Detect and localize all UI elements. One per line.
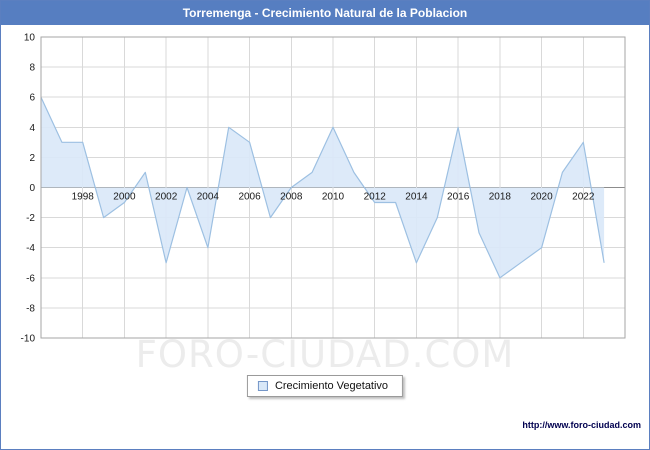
legend: Crecimiento Vegetativo	[246, 375, 404, 397]
y-tick-label: -8	[26, 303, 35, 314]
x-tick-label: 2006	[238, 192, 261, 203]
y-tick-label: 10	[24, 33, 36, 44]
x-tick-label: 2000	[113, 192, 136, 203]
x-tick-label: 2012	[364, 192, 387, 203]
y-axis-labels: 10 8 6 4 2 0 -2 -4 -6 -8 -10	[21, 33, 36, 345]
series-area	[41, 97, 605, 278]
legend-swatch-icon	[257, 381, 268, 391]
y-tick-label: -10	[21, 334, 36, 345]
series-line	[40, 96, 605, 279]
plot-frame	[40, 36, 626, 339]
x-tick-label: 2008	[280, 192, 303, 203]
y-tick-label: -6	[26, 273, 35, 284]
x-axis-labels: 1998 2000 2002 2004 2006 2008 2010 2012 2014 2016…	[72, 192, 595, 203]
x-tick-label: 1998	[72, 192, 95, 203]
x-tick-label: 2020	[530, 192, 553, 203]
x-tick-label: 2018	[489, 192, 512, 203]
x-tick-label: 2002	[155, 192, 178, 203]
x-tick-label: 2004	[197, 192, 220, 203]
legend-label: Crecimiento Vegetativo	[274, 380, 389, 392]
page-title: Torremenga - Crecimiento Natural de la P…	[1, 1, 649, 25]
x-tick-label: 2014	[405, 192, 428, 203]
y-tick-label: 4	[29, 123, 35, 134]
watermark-text: FORO-CIUDAD.COM	[135, 333, 515, 376]
y-tick-label: 6	[29, 93, 35, 104]
plot-border	[40, 36, 626, 339]
y-tick-label: 0	[29, 183, 35, 194]
x-tick-label: 2010	[322, 192, 345, 203]
y-tick-label: -2	[26, 213, 35, 224]
line-series	[40, 96, 605, 279]
area-series	[41, 97, 605, 278]
y-tick-label: 8	[29, 63, 35, 74]
footer-url: http://www.foro-ciudad.com	[522, 420, 641, 430]
y-tick-label: 2	[29, 153, 35, 164]
x-tick-label: 2016	[447, 192, 470, 203]
x-tick-label: 2022	[572, 192, 595, 203]
y-tick-label: -4	[26, 243, 35, 254]
